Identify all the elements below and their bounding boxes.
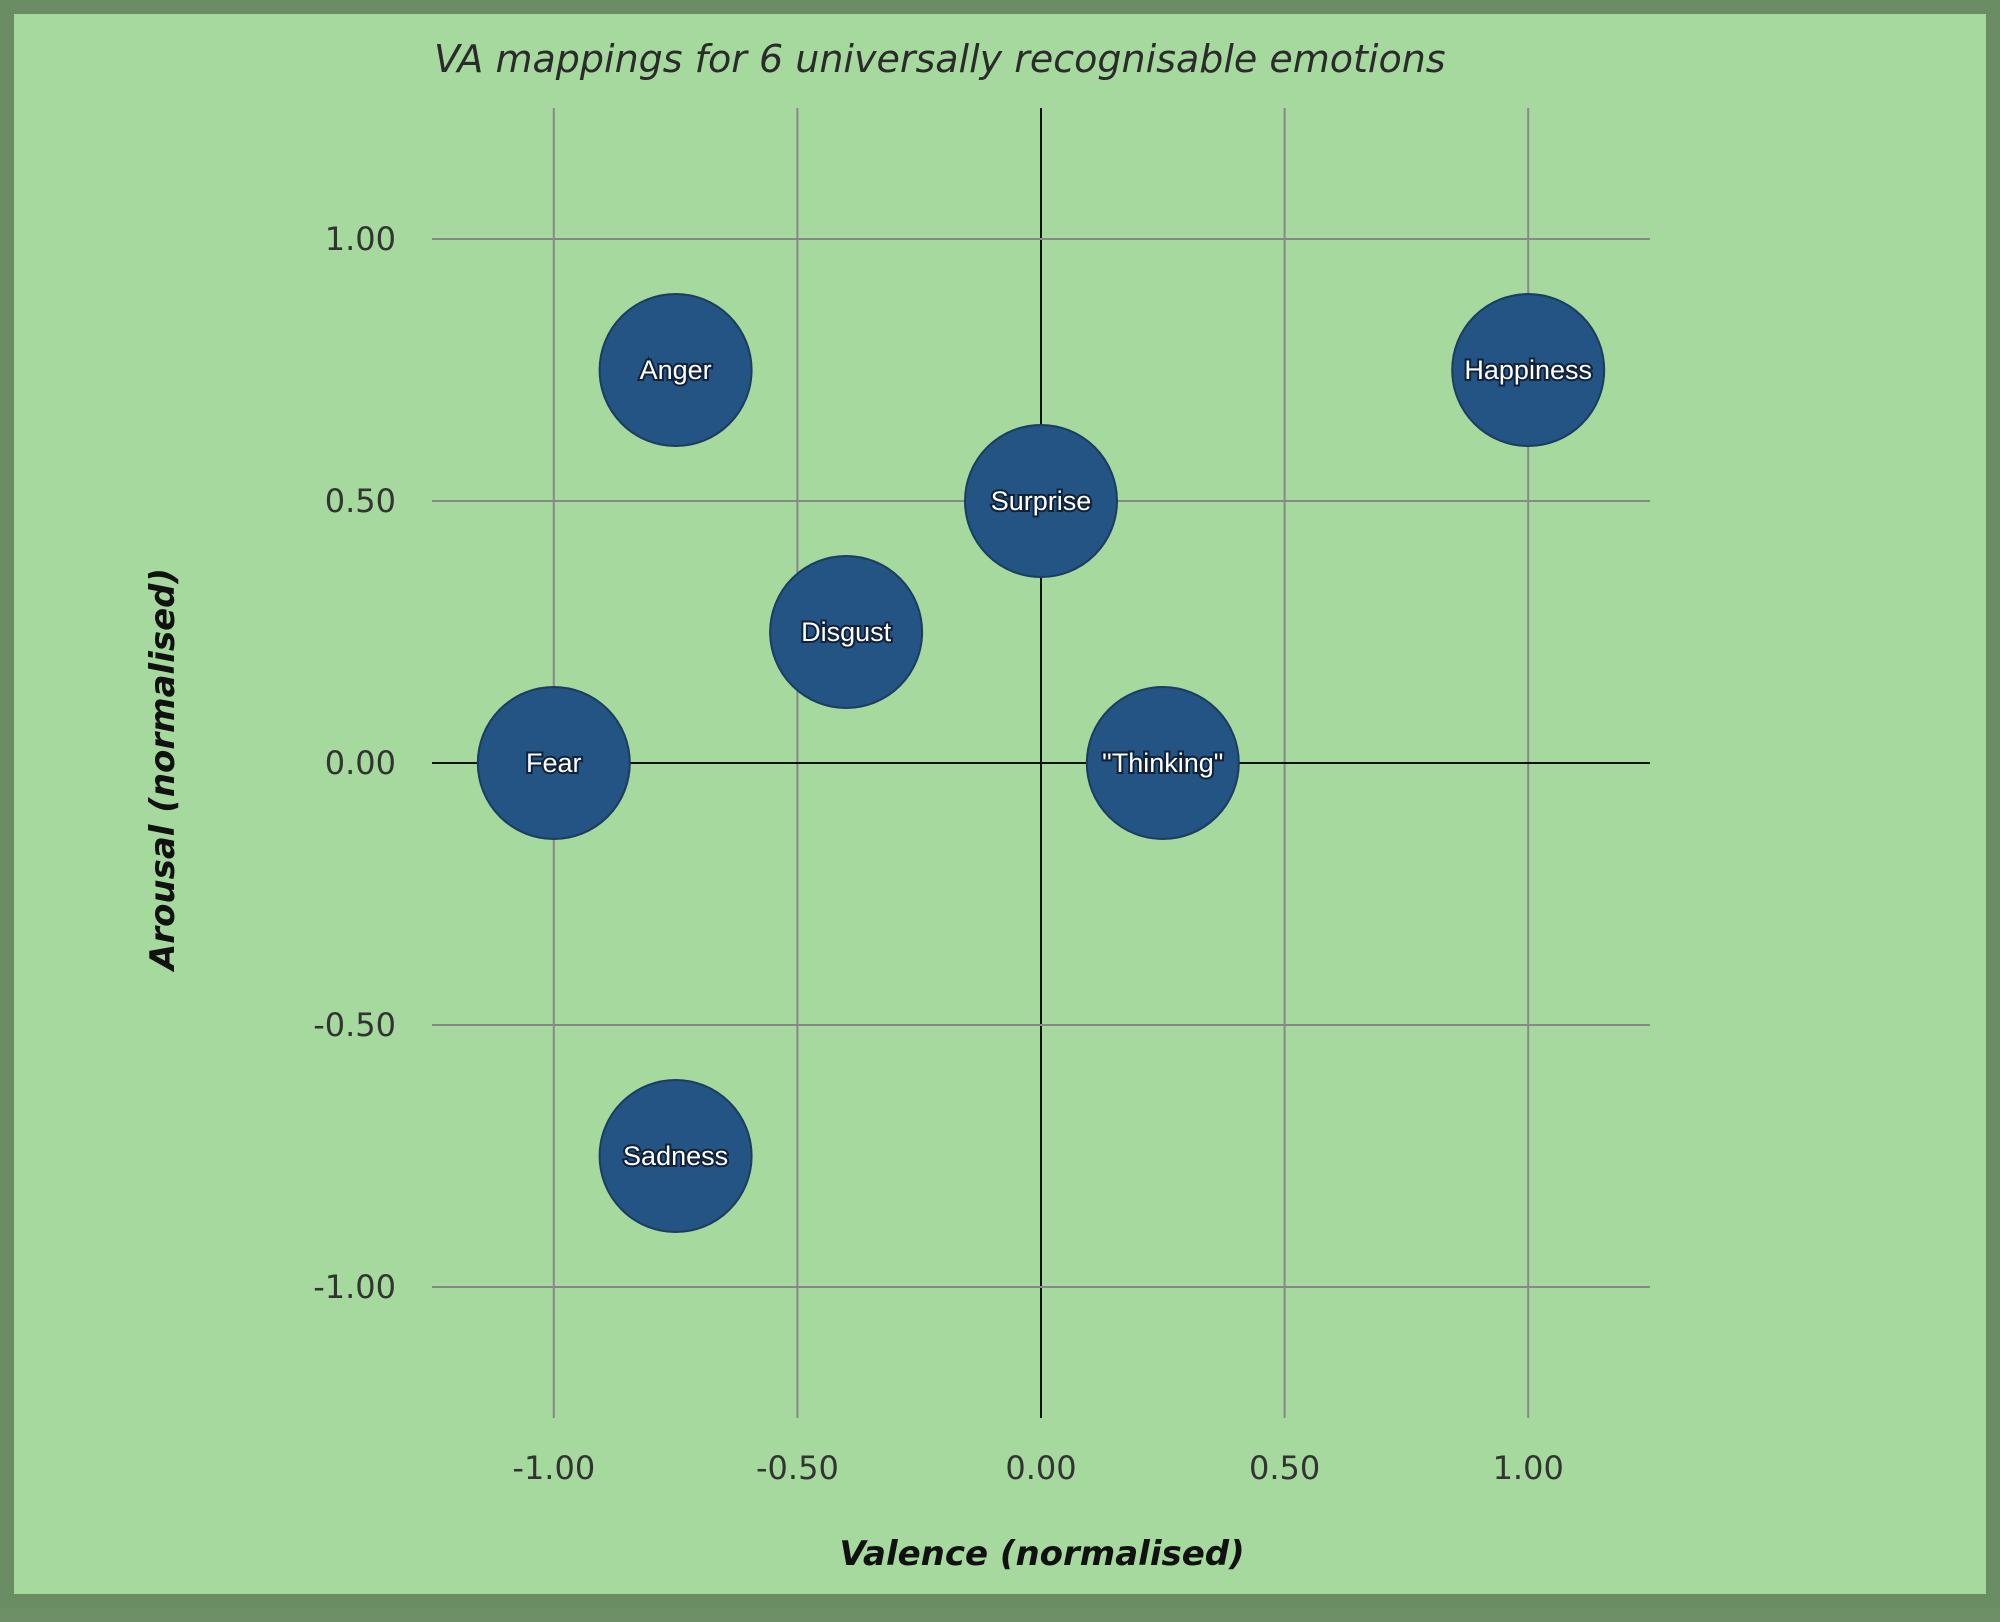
bubble-marker — [769, 555, 924, 709]
x-axis-title: Valence (normalised) — [839, 1534, 1244, 1574]
bubble-marker — [964, 424, 1118, 578]
bubble-marker — [1085, 686, 1240, 840]
bubble-marker — [476, 686, 631, 840]
y-tick-label: 0.00 — [325, 744, 396, 782]
data-points: Anger Happiness Surprise Disgust Fear "Thinki… — [476, 293, 1606, 1233]
y-tick-label: 1.00 — [325, 220, 396, 258]
y-axis-title: Arousal (normalised) — [143, 568, 183, 973]
bubble-label: Disgust — [801, 617, 892, 647]
bubble-label: Fear — [526, 748, 582, 778]
y-tick-label: -1.00 — [313, 1268, 396, 1306]
data-point: Surprise — [964, 424, 1118, 578]
x-tick-label: -1.00 — [512, 1449, 595, 1487]
bubble-label: Sadness — [623, 1141, 728, 1171]
x-tick-label: 1.00 — [1493, 1449, 1564, 1487]
y-tick-label: 0.50 — [325, 482, 396, 520]
scatter-chart: -1.00 -0.50 0.00 0.50 1.00 -1.00 -0.50 0.00 0.50… — [143, 37, 1650, 1574]
y-tick-label: -0.50 — [313, 1006, 396, 1044]
bubble-label: Anger — [640, 355, 712, 385]
x-tick-label: 0.50 — [1249, 1449, 1320, 1487]
bubble-label: Happiness — [1464, 355, 1592, 385]
data-point: Disgust — [769, 555, 924, 709]
bubble-marker — [598, 293, 753, 447]
bubble-label: Surprise — [991, 486, 1092, 516]
chart-title: VA mappings for 6 universally recognisab… — [434, 37, 1446, 81]
bubble-label: "Thinking" — [1102, 748, 1223, 778]
bubble-marker — [1451, 293, 1606, 447]
data-point: Fear — [476, 686, 631, 840]
x-tick-label: -0.50 — [756, 1449, 839, 1487]
bubble-marker — [598, 1079, 753, 1233]
tick-labels: -1.00 -0.50 0.00 0.50 1.00 -1.00 -0.50 0.00 0.50… — [313, 220, 1564, 1487]
data-point: "Thinking" — [1085, 686, 1240, 840]
data-point: Sadness — [598, 1079, 753, 1233]
data-point: Anger — [598, 293, 753, 447]
x-tick-label: 0.00 — [1005, 1449, 1076, 1487]
data-point: Happiness — [1451, 293, 1606, 447]
